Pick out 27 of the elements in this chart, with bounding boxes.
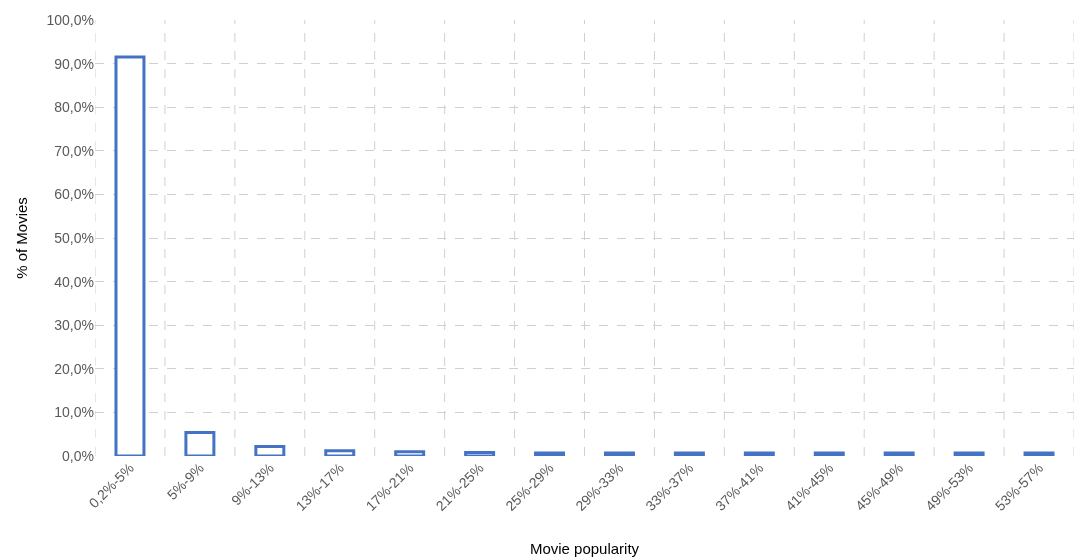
bar	[254, 444, 286, 456]
y-tick-label: 30,0%	[54, 317, 94, 334]
x-axis-title: Movie popularity	[529, 539, 640, 557]
bar	[673, 451, 705, 456]
bar	[743, 451, 775, 456]
y-tick-label: 100,0%	[46, 11, 94, 28]
bar	[114, 55, 146, 456]
bar	[324, 449, 356, 456]
y-tick-label: 10,0%	[54, 404, 94, 421]
bar	[813, 451, 845, 456]
y-tick-label: 50,0%	[54, 229, 94, 246]
y-tick-label: 70,0%	[54, 142, 94, 159]
bar	[1023, 451, 1055, 456]
bar	[953, 451, 985, 456]
y-tick-label: 60,0%	[54, 186, 94, 203]
bar	[394, 450, 426, 456]
y-tick-label: 0,0%	[62, 447, 94, 464]
y-tick-label: 80,0%	[54, 99, 94, 116]
y-tick-label: 20,0%	[54, 360, 94, 377]
y-tick-label: 40,0%	[54, 273, 94, 290]
y-axis-title: % of Movies	[12, 197, 30, 279]
bar	[184, 430, 216, 456]
bar	[464, 451, 496, 456]
bar	[883, 451, 915, 456]
y-tick-label: 90,0%	[54, 55, 94, 72]
bar	[603, 451, 635, 456]
bar	[534, 451, 566, 456]
